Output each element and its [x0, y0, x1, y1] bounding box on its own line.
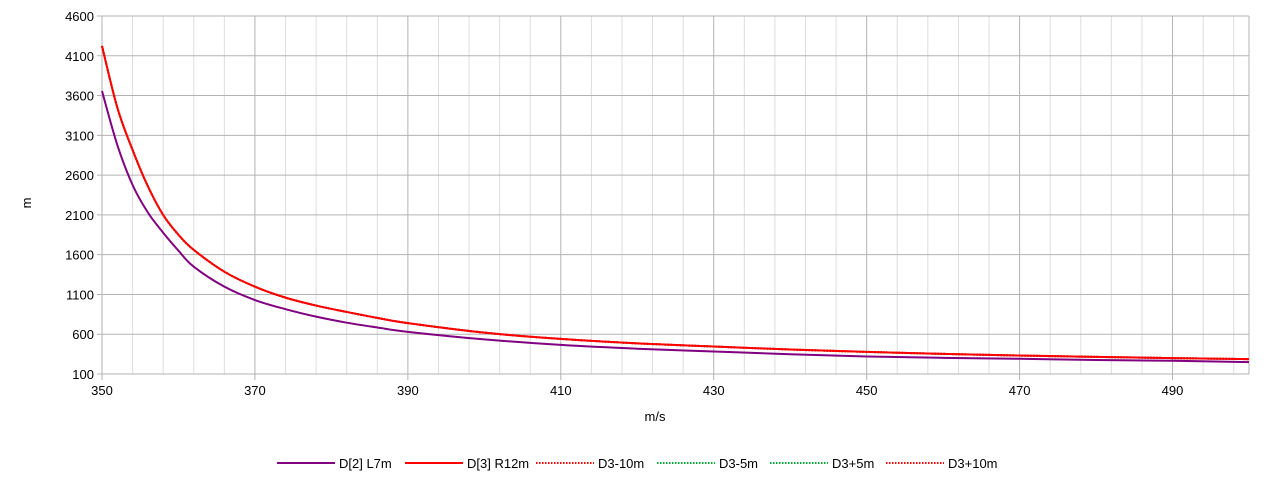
series-line-d3-5m: [101, 45, 1250, 361]
legend-label: D3-5m: [719, 456, 758, 471]
series-line-d3-5m: [101, 45, 1250, 361]
x-tick-labels: 350 370 390 410 430 450 470 490: [91, 383, 1183, 398]
x-tick-label: 490: [1162, 383, 1184, 398]
x-tick-label: 430: [703, 383, 725, 398]
y-tick-label: 600: [72, 327, 94, 342]
x-tick-label: 370: [244, 383, 266, 398]
x-tick-label: 450: [856, 383, 878, 398]
series-line-d-3-r12m: [101, 45, 1250, 361]
y-tick-label: 4600: [65, 9, 94, 24]
legend: D[2] L7m D[3] R12m D3-10m D3-5m D3+5m D3+10m: [277, 456, 998, 471]
x-tick-label: 350: [91, 383, 113, 398]
legend-label: D3+5m: [832, 456, 874, 471]
y-tick-label: 3600: [65, 89, 94, 104]
y-tick-label: 1100: [66, 287, 94, 302]
y-axis-label: m: [19, 198, 34, 209]
series-line-d3-10m: [101, 45, 1250, 361]
series-lines: [101, 45, 1250, 364]
series-line-d3-10m: [101, 45, 1250, 361]
x-axis-label: m/s: [645, 409, 666, 424]
legend-label: D3+10m: [948, 456, 998, 471]
y-tick-label: 100: [72, 367, 94, 382]
x-tick-label: 410: [550, 383, 572, 398]
x-tick-label: 390: [397, 383, 419, 398]
y-tick-label: 3100: [65, 128, 94, 143]
y-tick-label: 4100: [65, 49, 94, 64]
y-tick-labels: 100 600 1100 1600 2100 2600 3100 3600 4100 4600: [65, 9, 94, 382]
y-tick-label: 2100: [65, 208, 94, 223]
series-line-d-2-l7m: [101, 90, 1250, 364]
legend-label: D[2] L7m: [339, 456, 392, 471]
x-tick-label: 470: [1009, 383, 1031, 398]
y-tick-label: 1600: [65, 248, 94, 263]
y-tick-label: 2600: [65, 168, 94, 183]
grid: [97, 15, 1250, 380]
legend-label: D[3] R12m: [467, 456, 529, 471]
legend-label: D3-10m: [598, 456, 644, 471]
